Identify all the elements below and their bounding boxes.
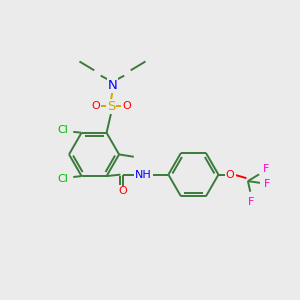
Text: Cl: Cl [58,124,69,134]
Text: NH: NH [135,169,152,180]
Text: Cl: Cl [58,174,69,184]
Text: N: N [108,79,117,92]
Text: O: O [118,186,127,197]
Text: O: O [122,101,131,111]
Text: S: S [107,100,115,113]
Text: F: F [262,164,269,174]
Text: F: F [248,197,254,207]
Text: O: O [91,101,100,111]
Text: O: O [226,169,235,180]
Text: F: F [264,179,270,189]
